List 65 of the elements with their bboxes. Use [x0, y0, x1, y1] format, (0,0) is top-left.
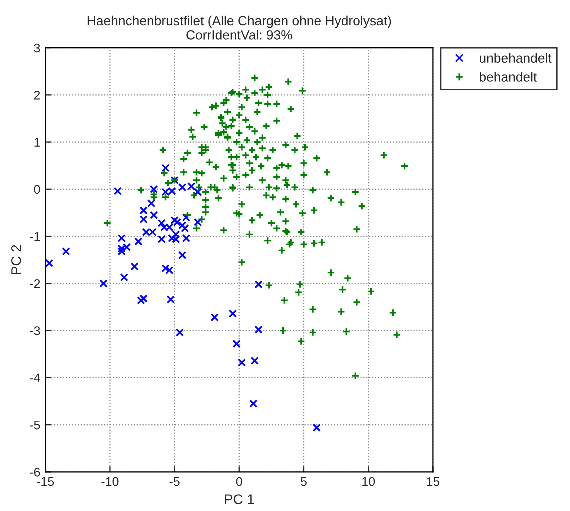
- point: [172, 235, 180, 244]
- point: [250, 400, 258, 408]
- point: [100, 280, 108, 288]
- y-tick-label: 3: [34, 44, 40, 53]
- point: [194, 188, 202, 196]
- y-tick-label: 2: [34, 90, 40, 100]
- x-tick-label: 10: [362, 477, 376, 486]
- point: [250, 356, 259, 366]
- point: [62, 248, 70, 256]
- point: [140, 206, 148, 215]
- point: [182, 234, 191, 243]
- point: [254, 280, 263, 289]
- x-tick-label: -15: [37, 477, 54, 486]
- x-tick-label: -10: [102, 477, 119, 486]
- x-axis-title: PC 1: [225, 494, 254, 504]
- point: [172, 230, 180, 239]
- y-tick-label: -4: [30, 374, 40, 382]
- point: [232, 340, 241, 348]
- point: [168, 234, 176, 243]
- point: [158, 235, 166, 244]
- point: [118, 234, 126, 243]
- y-tick-label: -1: [30, 232, 40, 242]
- chart-title: Haehnchenbrustfilet (Alle Chargen ohne Hydrolysat): [88, 16, 392, 28]
- x-tick-label: 5: [301, 477, 307, 486]
- y-tick-label: -5: [30, 420, 40, 430]
- point: [120, 273, 129, 282]
- point: [176, 328, 184, 337]
- point: [166, 296, 176, 304]
- point: [194, 218, 202, 226]
- point: [140, 215, 148, 224]
- point: [46, 259, 54, 268]
- point: [114, 187, 122, 196]
- point: [140, 294, 148, 303]
- point: [147, 199, 156, 208]
- x-tick-label: 15: [427, 477, 440, 486]
- point: [118, 248, 126, 256]
- point: [312, 424, 322, 432]
- point: [210, 314, 219, 322]
- point: [162, 164, 170, 172]
- point: [134, 238, 143, 246]
- point: [150, 185, 158, 194]
- point: [181, 224, 190, 233]
- y-tick-label: -6: [30, 468, 40, 477]
- point: [166, 266, 174, 275]
- x-tick-label: -5: [170, 477, 180, 486]
- y-tick-label: 1: [34, 138, 40, 147]
- point: [178, 251, 187, 260]
- point: [170, 216, 179, 225]
- point: [137, 296, 146, 305]
- legend-label: behandelt: [480, 72, 538, 82]
- y-axis-title: PC 2: [11, 245, 22, 274]
- y-tick-label: -2: [30, 279, 40, 288]
- point: [238, 358, 246, 367]
- point: [254, 326, 263, 334]
- point: [130, 262, 139, 271]
- chart-subtitle: CorrIdentVal: 93%: [186, 30, 292, 40]
- x-tick-label: 0: [236, 477, 242, 486]
- point: [150, 211, 158, 220]
- y-tick-label: -3: [30, 326, 40, 336]
- point: [182, 214, 191, 222]
- point: [158, 219, 166, 228]
- point: [228, 310, 238, 318]
- y-tick-label: 0: [34, 185, 40, 194]
- point: [162, 264, 170, 273]
- legend-label: unbehandelt: [480, 53, 552, 64]
